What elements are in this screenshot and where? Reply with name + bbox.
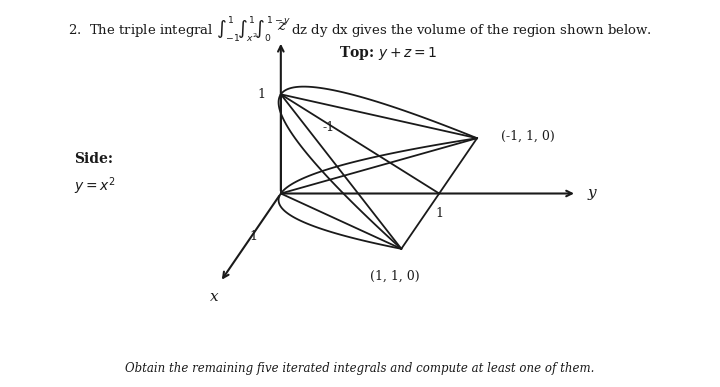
Text: (1, 1, 0): (1, 1, 0) [369,270,419,283]
Text: Obtain the remaining five iterated integrals and compute at least one of them.: Obtain the remaining five iterated integ… [125,362,595,375]
Text: x: x [210,290,219,304]
Text: Top: $y + z = 1$: Top: $y + z = 1$ [339,44,438,62]
Text: y: y [588,187,596,200]
Text: 1: 1 [250,230,258,243]
Text: -1: -1 [322,122,334,134]
Text: 2.  The triple integral $\int_{-1}^{1}\!\int_{x^2}^{1}\!\int_{0}^{1-y}\!$ dz dy : 2. The triple integral $\int_{-1}^{1}\!\… [68,14,652,44]
Text: (-1, 1, 0): (-1, 1, 0) [501,130,555,143]
Text: z: z [276,19,285,33]
Text: Side:: Side: [74,152,113,166]
Text: 1: 1 [258,88,266,101]
Text: $y = x^2$: $y = x^2$ [74,175,116,197]
Text: 1: 1 [435,207,444,220]
